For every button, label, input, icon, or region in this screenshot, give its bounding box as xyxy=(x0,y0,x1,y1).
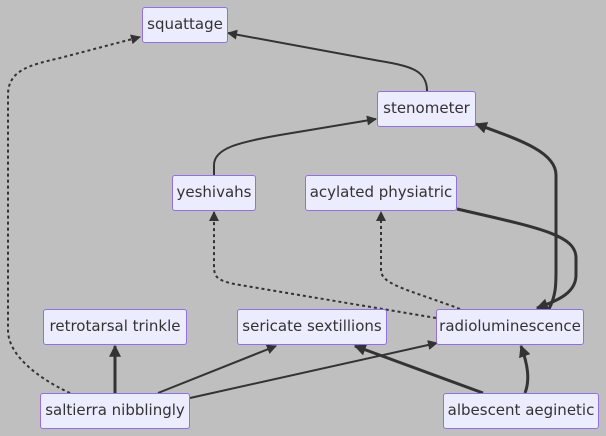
edge-saltierra-to-sericate xyxy=(157,344,277,394)
edge-radio-to-acylated xyxy=(376,211,461,310)
node-yeshivahs[interactable]: yeshivahs xyxy=(172,175,256,211)
node-albescent-aeginetic[interactable]: albescent aeginetic xyxy=(443,393,599,429)
node-stenometer[interactable]: stenometer xyxy=(377,91,476,127)
edge-radio-to-yeshivahs xyxy=(209,211,437,319)
edge-acylated-to-radio xyxy=(456,207,578,311)
node-acylated-physiatric[interactable]: acylated physiatric xyxy=(305,175,457,211)
node-retrotarsal-trinkle[interactable]: retrotarsal trinkle xyxy=(43,309,187,345)
edge-saltierra-to-squattage xyxy=(7,34,141,394)
edge-saltierra-to-radio xyxy=(189,340,438,399)
edge-albescent-to-sericate xyxy=(353,344,484,395)
edge-yeshivahs-to-stenometer xyxy=(213,115,377,175)
node-radioluminescence[interactable]: radioluminescence xyxy=(436,309,584,345)
node-squattage[interactable]: squattage xyxy=(142,7,228,43)
edge-radio-to-stenometer xyxy=(474,122,558,310)
edge-stenometer-to-squattage xyxy=(227,29,428,92)
node-saltierra-nibblingly[interactable]: saltierra nibblingly xyxy=(40,393,190,429)
edge-albescent-to-radio xyxy=(519,344,531,394)
node-sericate-sextillions[interactable]: sericate sextillions xyxy=(237,309,387,345)
